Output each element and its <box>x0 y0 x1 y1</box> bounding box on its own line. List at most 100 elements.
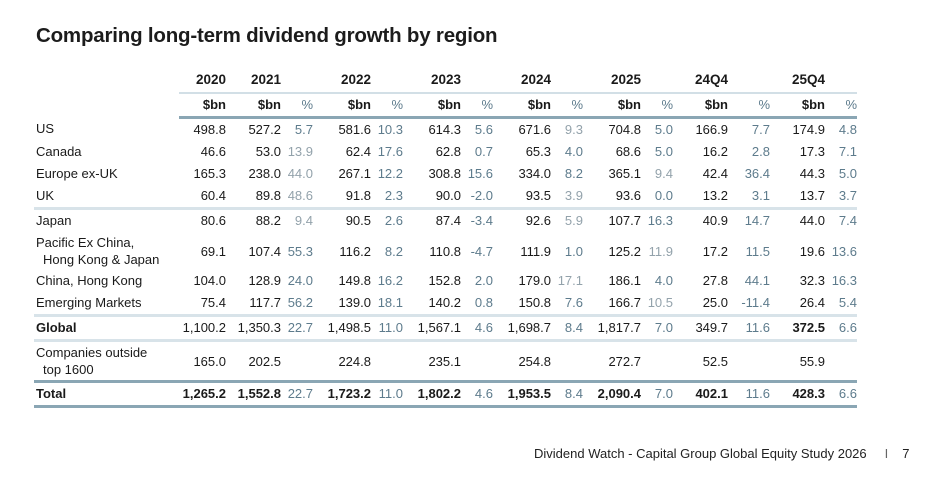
value-pct-cell <box>461 341 493 382</box>
value-bn-cell: 53.0 <box>255 144 281 159</box>
value-bn-cell: 1,100.2 <box>179 315 226 342</box>
value-bn-cell: 80.6 <box>200 213 226 228</box>
footer-separator: I <box>884 446 889 461</box>
value-pct-cell: 16.3 <box>647 213 673 228</box>
value-bn-cell: 527.2 <box>248 122 281 137</box>
value-pct-cell: 3.9 <box>551 185 583 210</box>
value-pct-cell: 15.6 <box>467 166 493 181</box>
value-bn-cell: 372.5 <box>770 315 825 342</box>
value-pct-cell: 44.1 <box>744 273 770 288</box>
unit-pct-header: % <box>461 92 493 119</box>
row-label-line1: Japan <box>36 213 72 228</box>
value-bn-cell: 13.7 <box>770 185 825 210</box>
value-bn-cell: 235.1 <box>428 353 461 369</box>
row-label: UK <box>34 185 179 210</box>
unit-pct-header: % <box>825 92 857 119</box>
value-bn-cell: 52.5 <box>702 353 728 369</box>
value-bn-cell: 104.0 <box>193 273 226 288</box>
unit-bn-header: $bn <box>770 92 825 119</box>
value-pct-cell: 17.6 <box>377 144 403 159</box>
value-bn-cell: 68.6 <box>615 144 641 159</box>
value-pct-cell: 3.1 <box>728 185 770 210</box>
value-bn-cell: 165.0 <box>193 353 226 369</box>
value-pct-cell: 11.6 <box>728 380 770 408</box>
value-pct-cell <box>551 341 583 382</box>
value-bn-cell: 614.3 <box>428 122 461 137</box>
value-bn-cell: 17.2 <box>702 243 728 259</box>
value-pct-cell <box>728 341 770 382</box>
value-bn-cell: 174.9 <box>792 122 825 137</box>
value-bn-cell: 224.8 <box>338 353 371 369</box>
value-bn-cell: 55.9 <box>799 353 825 369</box>
value-bn-cell: 110.8 <box>429 243 461 259</box>
value-pct-cell: 3.7 <box>825 185 857 210</box>
value-pct-cell: 11.6 <box>728 315 770 342</box>
table-row: Japan 80.6 88.2 9.4 90.5 2.6 87.4 -3.4 92.6 5.9 10… <box>34 209 857 233</box>
value-bn-cell: 2,090.4 <box>583 380 641 408</box>
footer-text: Dividend Watch - Capital Group Global Eq… <box>534 446 867 461</box>
unit-pct-header: % <box>641 92 673 119</box>
value-bn-cell: 1,817.7 <box>583 315 641 342</box>
value-pct-cell <box>825 341 857 382</box>
header-blank <box>371 68 403 93</box>
value-bn-cell: 202.5 <box>248 353 281 369</box>
header-blank <box>281 68 313 93</box>
page-number: 7 <box>902 446 910 461</box>
table-row: US 498.8 527.2 5.7 581.6 10.3 614.3 5.6 671.6 9.3… <box>34 118 857 142</box>
value-pct-cell: 9.4 <box>654 166 673 181</box>
value-bn-cell: 19.6 <box>799 243 825 259</box>
value-pct-cell: 12.2 <box>377 166 403 181</box>
table-row: Companies outside top 1600 165.0 202.5 224.8… <box>34 341 857 382</box>
value-bn-cell: 1,265.2 <box>179 380 226 408</box>
value-pct-cell: 11.9 <box>648 243 673 259</box>
value-bn-cell: 26.4 <box>770 292 825 317</box>
header-blank <box>34 68 179 93</box>
value-bn-cell: 44.0 <box>799 213 825 228</box>
value-pct-cell: 4.0 <box>564 144 583 159</box>
value-bn-cell: 166.9 <box>695 122 728 137</box>
value-bn-cell: 125.2 <box>608 243 641 259</box>
value-pct-cell: 0.8 <box>461 292 493 317</box>
value-pct-cell: 2.3 <box>371 185 403 210</box>
value-bn-cell: 117.7 <box>226 292 281 317</box>
header-blank <box>34 93 179 118</box>
value-pct-cell: 5.6 <box>474 122 493 137</box>
value-pct-cell: 55.3 <box>287 243 313 259</box>
table-row: Europe ex-UK 165.3 238.0 44.0 267.1 12.2 308.8… <box>34 163 857 185</box>
value-pct-cell: 18.1 <box>371 292 403 317</box>
value-bn-cell: 62.4 <box>345 144 371 159</box>
value-bn-cell: 166.7 <box>583 292 641 317</box>
value-bn-cell: 1,698.7 <box>493 315 551 342</box>
row-label: Europe ex-UK <box>34 163 179 185</box>
year-header: 25Q4 <box>791 72 825 87</box>
value-bn-cell: 272.7 <box>608 353 641 369</box>
value-pct-cell: 6.6 <box>825 380 857 408</box>
value-pct-cell: 48.6 <box>281 185 313 210</box>
row-label: Total <box>34 380 179 408</box>
row-label-line1: Pacific Ex China, <box>36 235 135 250</box>
table-row: Total 1,265.2 1,552.8 22.7 1,723.2 11.0 1,802.… <box>34 380 857 408</box>
value-pct-cell: 7.1 <box>838 144 857 159</box>
value-pct-cell: 2.8 <box>751 144 770 159</box>
value-pct-cell: 8.2 <box>564 166 583 181</box>
value-bn-cell: 69.1 <box>200 243 226 259</box>
value-bn-cell: 90.0 <box>403 185 461 210</box>
value-bn-cell: 402.1 <box>673 380 728 408</box>
value-pct-cell: 36.4 <box>744 166 770 181</box>
value-pct-cell: 2.6 <box>384 213 403 228</box>
value-bn-cell: 16.2 <box>702 144 728 159</box>
unit-bn-header: $bn <box>403 92 461 119</box>
row-label: US <box>34 118 179 142</box>
value-pct-cell: 13.9 <box>287 144 313 159</box>
value-bn-cell: 349.7 <box>673 315 728 342</box>
value-bn-cell: 308.8 <box>428 166 461 181</box>
unit-bn-header: $bn <box>583 92 641 119</box>
value-pct-cell: 0.7 <box>474 144 493 159</box>
value-bn-cell: 17.3 <box>799 144 825 159</box>
value-bn-cell: 27.8 <box>702 273 728 288</box>
value-pct-cell: 24.0 <box>287 273 313 288</box>
value-bn-cell: 88.2 <box>255 213 281 228</box>
row-label-line1: UK <box>36 188 55 203</box>
value-bn-cell: 44.3 <box>799 166 825 181</box>
value-bn-cell: 140.2 <box>403 292 461 317</box>
